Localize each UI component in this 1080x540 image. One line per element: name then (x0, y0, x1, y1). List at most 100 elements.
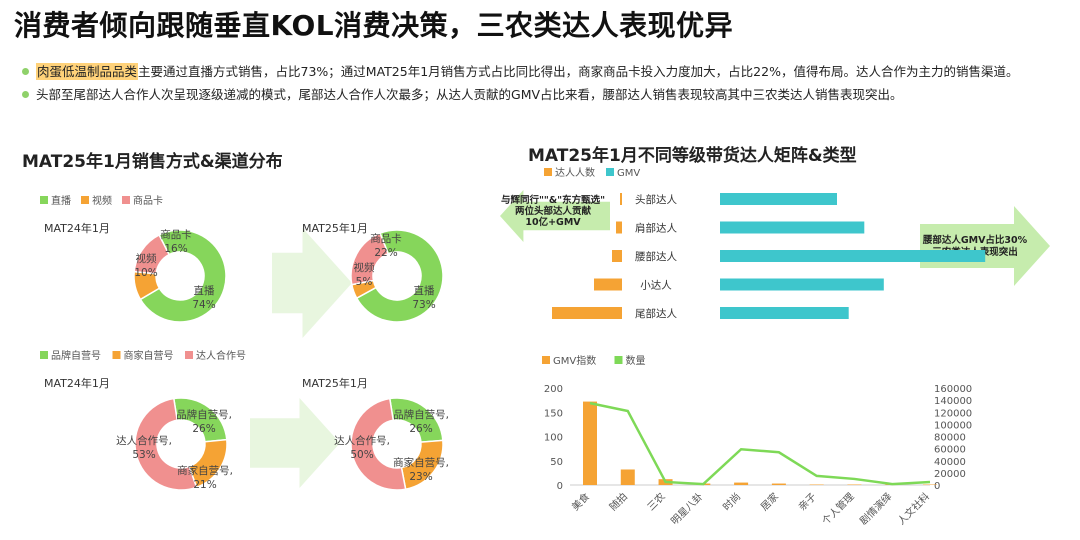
donut-slice (133, 270, 161, 301)
legend-label: 品牌自营号 (51, 349, 101, 362)
donut-slice (172, 397, 228, 443)
right-section-title: MAT25年1月不同等级带货达人矩阵&类型 (528, 146, 857, 166)
bar-gmv-index (696, 483, 711, 485)
donut-slice (134, 397, 198, 491)
slice-label: 直播 (414, 284, 435, 297)
y-tick-left: 200 (544, 384, 563, 395)
legend-swatch (40, 196, 48, 204)
bullet-highlight: 肉蛋低温制品品类 (36, 63, 139, 80)
y-tick-left: 0 (557, 481, 563, 492)
bar-people (616, 221, 622, 234)
bar-people (552, 307, 622, 319)
y-tick-right: 120000 (934, 408, 972, 419)
bar-gmv (720, 278, 884, 291)
legend-swatch (40, 351, 48, 359)
slice-value: 10% (134, 267, 157, 279)
category-label: 头部达人 (635, 193, 677, 206)
legend-label: GMV指数 (553, 354, 596, 367)
callout-arrow (500, 190, 610, 242)
slice-value: 5% (356, 276, 373, 288)
donut-slice (400, 439, 444, 491)
y-tick-right: 0 (934, 481, 940, 492)
summary-bullets: 肉蛋低温制品品类主要通过直播方式销售，占比73%；通过MAT25年1月销售方式占… (22, 60, 1062, 106)
slice-value: 53% (132, 449, 155, 461)
slice-value: 16% (164, 243, 187, 255)
slice-label: 商家自营号, (177, 464, 233, 477)
bullet-2: 头部至尾部达人合作人次呈现逐级递减的模式，尾部达人合作人次最多；从达人贡献的GM… (22, 83, 1062, 106)
y-tick-right: 160000 (934, 384, 972, 395)
category-label: 腰部达人 (635, 250, 677, 263)
callout-text: 腰部达人GMV占比30%三农类达人表现突出 (922, 234, 1028, 258)
bar-people (612, 250, 622, 262)
legend-swatch (542, 356, 550, 364)
y-tick-right: 140000 (934, 396, 972, 407)
legend-label: 商家自营号 (124, 349, 174, 362)
x-tick-label: 个人管理 (819, 490, 856, 527)
legend-swatch (185, 351, 193, 359)
x-tick-label: 美食 (569, 490, 592, 513)
x-tick-label: 人文社科 (895, 490, 932, 527)
slice-value: 22% (374, 247, 397, 259)
donut-slice (188, 438, 228, 489)
donut-subtitle: MAT24年1月 (44, 376, 110, 390)
legend-swatch (112, 351, 121, 359)
left-section-title: MAT25年1月销售方式&渠道分布 (22, 152, 283, 172)
legend-label: 达人人数 (555, 166, 595, 179)
slice-label: 商家自营号, (393, 456, 449, 469)
bar-people (594, 278, 622, 291)
bar-gmv-index (658, 479, 673, 485)
donut-slice (355, 229, 444, 323)
legend-swatch (614, 356, 623, 364)
line-count (589, 401, 931, 486)
slice-label: 达人合作号, (334, 434, 390, 447)
slice-label: 品牌自营号, (393, 408, 449, 421)
bar-gmv (720, 307, 849, 319)
y-tick-left: 150 (544, 408, 563, 419)
bar-people (620, 193, 622, 205)
category-label: 小达人 (640, 280, 672, 292)
donut-slice (139, 229, 227, 323)
donut-subtitle: MAT25年1月 (302, 221, 368, 235)
x-tick-label: 时尚 (720, 490, 743, 513)
y-tick-left: 100 (544, 433, 563, 444)
x-tick-label: 随拍 (607, 490, 630, 513)
slice-label: 达人合作号, (116, 434, 172, 447)
callout-arrow (920, 206, 1050, 286)
category-label: 尾部达人 (635, 307, 677, 320)
donut-slice (133, 234, 171, 275)
bullet-text: 头部至尾部达人合作人次呈现逐级递减的模式，尾部达人合作人次最多；从达人贡献的GM… (36, 87, 903, 102)
donut-slice (388, 397, 444, 443)
donut-slice (350, 397, 407, 491)
callout-text: 与辉同行""&"东方甄选"两位头部达人贡献 10亿+GMV (501, 194, 605, 228)
slice-label: 视频 (136, 252, 157, 265)
slice-label: 直播 (194, 284, 215, 297)
legend-label: 视频 (92, 194, 112, 207)
bar-gmv (720, 193, 837, 205)
slice-value: 26% (192, 423, 215, 435)
x-tick-label: 明星八卦 (668, 490, 705, 527)
x-tick-label: 亲子 (795, 490, 818, 513)
page-title: 消费者倾向跟随垂直KOL消费决策，三农类达人表现优异 (14, 9, 734, 42)
legend-swatch (606, 168, 614, 176)
y-tick-right: 20000 (934, 469, 966, 480)
legend-label: 达人合作号 (196, 349, 246, 362)
bar-gmv-index (771, 483, 786, 485)
bar-gmv-index (734, 482, 749, 485)
x-tick-label: 居家 (758, 490, 781, 513)
y-tick-right: 100000 (934, 420, 972, 431)
y-tick-right: 40000 (934, 457, 966, 468)
y-tick-right: 80000 (934, 433, 966, 444)
bar-gmv-index (620, 469, 635, 485)
legend-label: 数量 (626, 354, 646, 367)
slice-value: 74% (192, 299, 215, 311)
slice-value: 21% (193, 479, 216, 491)
bullet-text: 主要通过直播方式销售，占比73%；通过MAT25年1月销售方式占比同比得出，商家… (138, 64, 1019, 79)
x-tick-label: 剧情演绎 (857, 490, 894, 527)
slice-value: 23% (409, 471, 432, 483)
slice-value: 73% (412, 299, 435, 311)
bullet-1: 肉蛋低温制品品类主要通过直播方式销售，占比73%；通过MAT25年1月销售方式占… (22, 60, 1062, 83)
slice-label: 视频 (354, 261, 375, 274)
slice-label: 商品卡 (370, 232, 402, 245)
slice-value: 50% (350, 449, 373, 461)
donut-subtitle: MAT25年1月 (302, 376, 368, 390)
